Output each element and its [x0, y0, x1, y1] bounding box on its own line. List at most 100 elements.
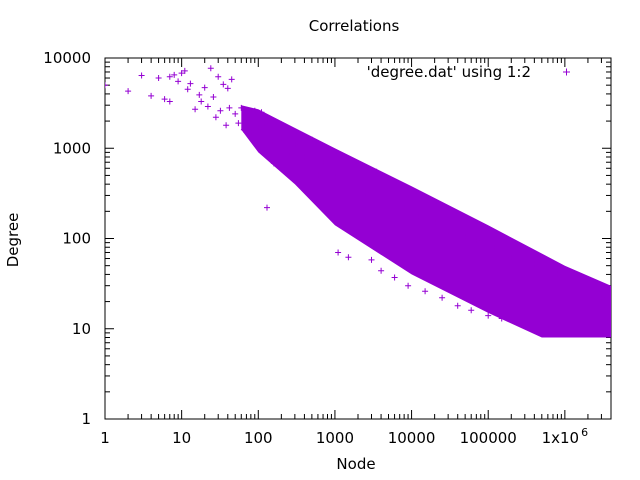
data-point — [577, 280, 584, 287]
x-tick-label: 10 — [172, 429, 191, 447]
data-point — [171, 71, 178, 78]
y-axis-label: Degree — [4, 213, 22, 268]
data-point — [161, 96, 168, 103]
data-point — [567, 329, 574, 336]
data-point — [240, 126, 247, 133]
data-point — [405, 282, 412, 289]
data-point — [373, 168, 380, 175]
data-point — [335, 249, 342, 256]
data-point — [362, 189, 369, 196]
data-point — [422, 288, 429, 295]
data-point — [324, 165, 331, 172]
data-point — [270, 160, 277, 167]
data-point — [378, 267, 385, 274]
data-point — [224, 85, 231, 92]
data-point — [473, 237, 480, 244]
data-point — [166, 73, 173, 80]
data-point — [454, 302, 461, 309]
data-point — [401, 204, 408, 211]
data-point — [345, 254, 352, 261]
data-point — [368, 256, 375, 263]
data-point — [468, 307, 475, 314]
axis-tick-labels: 1 10 100 1000 10000 100000 1x10 6 1 10 100 1000 1000… — [43, 49, 588, 447]
legend-label: 'degree.dat' using 1:2 — [367, 63, 531, 81]
y-tick-label: 10000 — [43, 49, 91, 67]
data-point — [268, 138, 275, 145]
legend: 'degree.dat' using 1:2 — [367, 63, 570, 81]
data-point — [196, 91, 203, 98]
data-point — [181, 67, 188, 74]
data-point — [247, 129, 254, 136]
data-point — [210, 94, 217, 100]
data-point — [258, 109, 265, 116]
data-point — [314, 172, 321, 179]
axis-ticks — [104, 57, 612, 420]
x-tick-label: 100 — [244, 429, 273, 447]
data-point — [508, 254, 515, 261]
data-point — [414, 213, 421, 220]
data-point — [308, 136, 315, 143]
data-point — [603, 318, 610, 325]
data-point — [212, 114, 219, 121]
point-cloud — [241, 105, 611, 338]
data-point — [238, 104, 245, 111]
data-point — [285, 149, 292, 156]
data-point — [235, 120, 242, 127]
data-point — [204, 103, 211, 110]
data-point — [391, 274, 398, 281]
data-point — [217, 107, 224, 114]
data-point — [178, 70, 185, 77]
data-point — [155, 75, 162, 81]
data-point — [331, 174, 338, 180]
data-point — [462, 233, 469, 240]
y-tick-label: 10 — [72, 320, 91, 338]
legend-marker-symbol — [563, 68, 570, 76]
x-tick-label: 100000 — [460, 429, 517, 447]
data-point — [255, 124, 262, 131]
data-point — [201, 84, 208, 91]
data-point — [232, 110, 239, 117]
data-point — [355, 179, 361, 186]
data-point — [226, 104, 233, 111]
data-point — [301, 154, 308, 160]
data-point — [351, 199, 358, 206]
data-points — [105, 65, 610, 336]
x-tick-label: 1 — [100, 429, 110, 447]
x-axis-label: Node — [336, 455, 375, 473]
data-point — [431, 219, 438, 226]
data-point — [445, 228, 452, 235]
data-point — [215, 73, 222, 80]
data-point — [166, 98, 173, 105]
point-cloud-core — [241, 105, 611, 338]
legend-marker — [563, 68, 570, 76]
data-point — [223, 122, 230, 129]
data-point — [138, 72, 145, 79]
data-point — [251, 107, 258, 114]
data-point — [220, 81, 227, 88]
data-point — [385, 195, 392, 202]
data-point — [320, 159, 327, 166]
data-point — [243, 114, 250, 121]
data-point — [531, 261, 538, 268]
data-point — [187, 80, 194, 87]
data-point — [261, 120, 268, 127]
y-tick-label: 100 — [62, 230, 91, 248]
data-point — [184, 86, 191, 93]
x-tick-label: 10000 — [388, 429, 436, 447]
data-point — [264, 204, 270, 211]
chart-title: Correlations — [309, 17, 400, 35]
data-point — [175, 78, 182, 85]
x-tick-label: 1000 — [316, 429, 354, 447]
data-point — [278, 135, 285, 141]
data-point — [598, 294, 605, 301]
data-point — [291, 141, 298, 148]
data-point — [148, 92, 155, 99]
data-point — [498, 315, 505, 322]
data-point — [588, 329, 595, 336]
x-tick-label: 1x10 6 — [542, 426, 589, 447]
data-point — [105, 82, 108, 89]
data-point — [521, 322, 528, 328]
data-point — [125, 88, 132, 95]
data-point — [554, 271, 561, 278]
